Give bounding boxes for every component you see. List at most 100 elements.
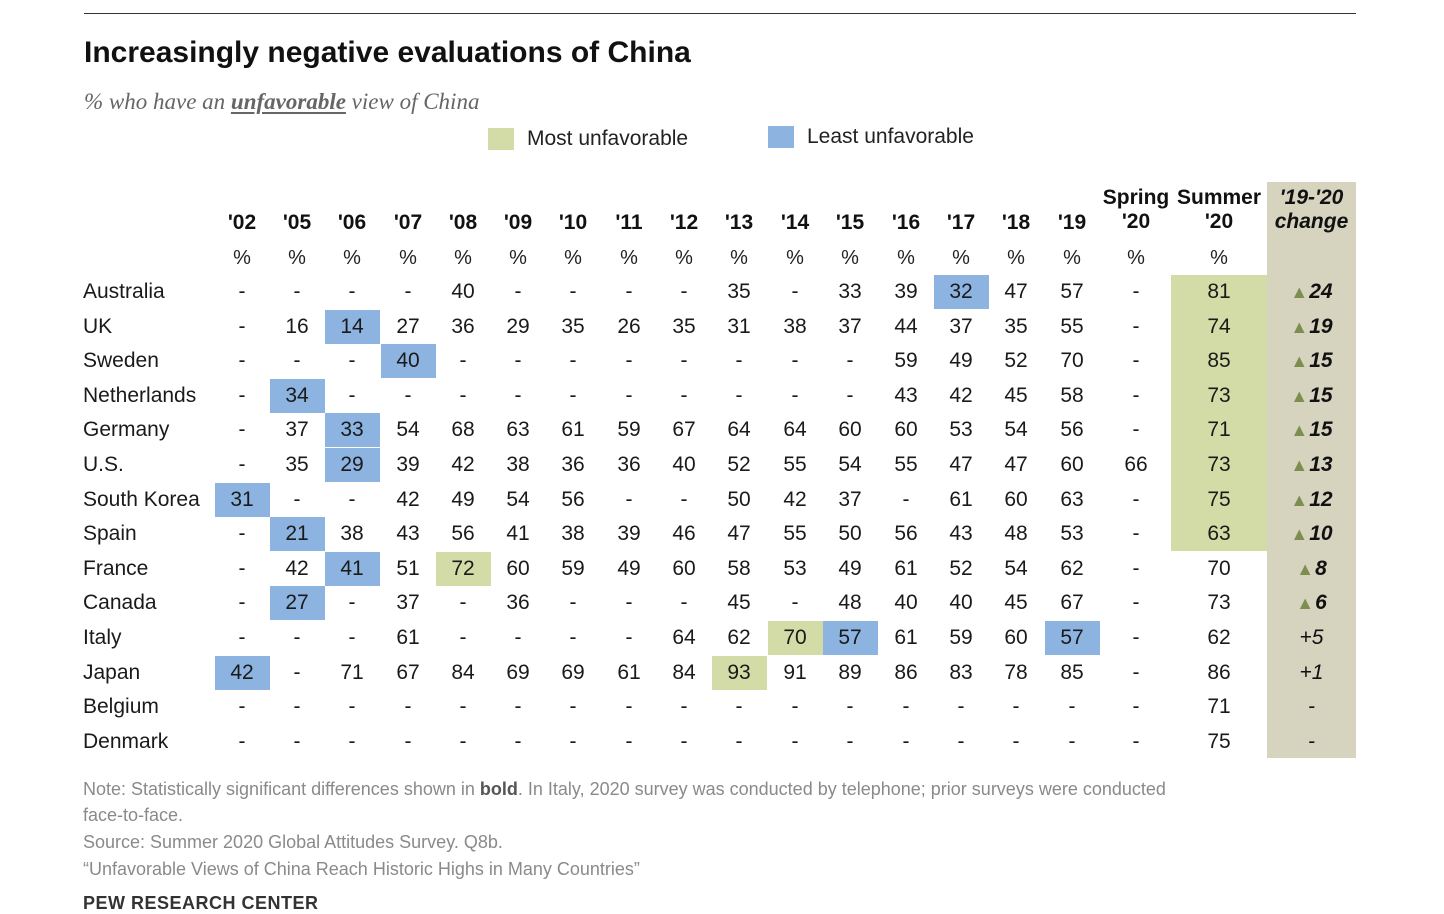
change-value: ▲ 24 [1267, 275, 1356, 309]
table-cell: - [1068, 730, 1076, 753]
legend-least-label: Least unfavorable [807, 125, 974, 148]
table-cell: 32 [933, 275, 989, 309]
year-header: '09 [503, 211, 533, 234]
note-bold: bold [479, 779, 518, 799]
table-cell: 58 [1060, 384, 1084, 407]
table-cell: 60 [1004, 488, 1028, 511]
unit-label: % [454, 246, 472, 269]
table-cell: 36 [561, 453, 585, 476]
table-cell: - [625, 384, 633, 407]
change-text: 24 [1309, 280, 1333, 303]
unit-label: % [564, 246, 582, 269]
year-header: '15 [835, 211, 865, 234]
table-cell: 39 [894, 280, 918, 303]
note-line-1: Note: Statistically significant differen… [83, 776, 1166, 802]
table-cell: - [625, 591, 633, 614]
table-cell: - [459, 695, 467, 718]
change-text: 15 [1309, 418, 1333, 441]
table-cell: - [459, 730, 467, 753]
table-cell: 78 [1004, 661, 1028, 684]
change-text: 8 [1315, 557, 1327, 580]
unit-label: % [1007, 246, 1025, 269]
change-value: ▲ 12 [1267, 483, 1356, 517]
change-value: +5 [1267, 621, 1356, 655]
table-cell: 73 [1207, 591, 1231, 614]
year-header: '11 [615, 211, 643, 234]
table-cell: 60 [1060, 453, 1084, 476]
table-cell: 42 [214, 656, 270, 690]
table-cell: 46 [672, 522, 696, 545]
table-cell: 71 [1207, 695, 1231, 718]
table-cell: 68 [451, 418, 475, 441]
table-cell: - [1132, 626, 1140, 649]
table-cell: 54 [1004, 557, 1028, 580]
table-cell: 45 [727, 591, 751, 614]
table-cell: - [680, 349, 688, 372]
table-cell: 84 [672, 661, 696, 684]
table-cell: 62 [1207, 626, 1231, 649]
table-cell: - [348, 695, 356, 718]
report-title: “Unfavorable Views of China Reach Histor… [83, 859, 640, 879]
table-cell: - [514, 695, 522, 718]
table-cell: - [1132, 349, 1140, 372]
table-cell: 43 [894, 384, 918, 407]
up-triangle-icon: ▲ [1290, 454, 1309, 475]
table-cell: - [791, 384, 799, 407]
table-cell: 16 [285, 315, 309, 338]
page-subtitle: % who have an unfavorable view of China [84, 89, 479, 115]
table-cell: 61 [561, 418, 585, 441]
legend-most-swatch [488, 128, 514, 150]
change-text: - [1308, 730, 1315, 753]
table-cell: - [625, 488, 633, 511]
table-cell: - [569, 695, 577, 718]
table-cell: - [1068, 695, 1076, 718]
table-cell: - [514, 730, 522, 753]
country-label: Belgium [83, 695, 159, 718]
table-cell: 60 [838, 418, 862, 441]
year-header: '02 [227, 211, 257, 234]
table-cell: 61 [617, 661, 641, 684]
table-cell: 67 [672, 418, 696, 441]
change-value: +1 [1267, 656, 1356, 690]
table-cell: 56 [894, 522, 918, 545]
table-cell: - [514, 384, 522, 407]
unit-label: % [675, 246, 693, 269]
change-text: - [1308, 695, 1315, 718]
table-cell: - [514, 349, 522, 372]
table-cell: 86 [894, 661, 918, 684]
country-label: South Korea [83, 488, 200, 511]
legend-most-label: Most unfavorable [527, 127, 689, 150]
table-cell: - [569, 384, 577, 407]
table-cell: 37 [838, 315, 862, 338]
table-cell: 86 [1207, 661, 1231, 684]
table-cell: - [238, 280, 246, 303]
table-cell: - [459, 626, 467, 649]
unit-label: % [343, 246, 361, 269]
unit-label: % [288, 246, 306, 269]
year-header: '06 [337, 211, 367, 234]
table-cell: - [680, 280, 688, 303]
year-header: '17 [946, 211, 976, 234]
unit-label: % [1127, 246, 1145, 269]
change-value: ▲ 6 [1267, 586, 1356, 620]
table-cell: 35 [285, 453, 309, 476]
table-cell: 64 [783, 418, 807, 441]
table-cell: - [459, 384, 467, 407]
table-cell: - [238, 349, 246, 372]
country-label: Sweden [83, 349, 159, 372]
table-cell: 43 [949, 522, 973, 545]
table-cell: 69 [506, 661, 530, 684]
table-cell: 69 [561, 661, 585, 684]
table-cell: - [569, 280, 577, 303]
table-cell: - [791, 730, 799, 753]
table-cell: 36 [451, 315, 475, 338]
table-cell: - [791, 349, 799, 372]
table-cell: - [1132, 557, 1140, 580]
table-cell: - [348, 384, 356, 407]
table-cell: 55 [1060, 315, 1084, 338]
table-cell: 38 [506, 453, 530, 476]
table-cell: 63 [1207, 522, 1231, 545]
year-header: '19 [1057, 211, 1087, 234]
table-cell: - [1132, 730, 1140, 753]
table-cell: 83 [949, 661, 973, 684]
